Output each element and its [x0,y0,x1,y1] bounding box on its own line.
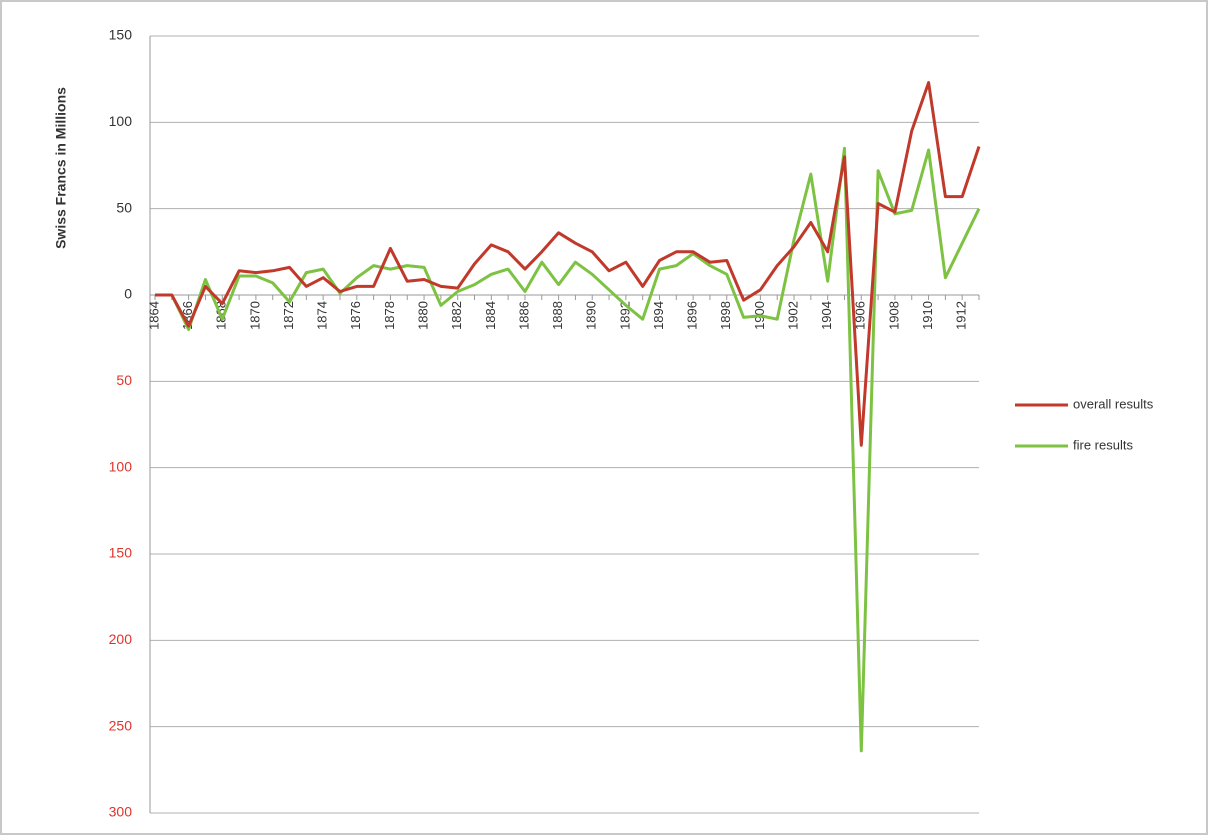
x-tick-label: 1876 [348,301,363,330]
x-tick-label: 1894 [651,301,666,330]
x-tick-label: 1890 [584,301,599,330]
y-tick-label: 50 [116,199,132,215]
series-line [155,81,981,447]
x-tick-label: 1878 [382,301,397,330]
x-tick-label: 1884 [483,301,498,330]
x-tick-label: 1886 [516,301,531,330]
x-tick-label: 1910 [920,301,935,330]
y-tick-label: 300 [109,804,133,820]
y-tick-label: 50 [116,372,132,388]
x-tick-label: 1888 [550,301,565,330]
x-tick-label: 1872 [281,301,296,330]
x-tick-label: 1882 [449,301,464,330]
legend-text: overall results [1073,396,1154,411]
legend-text: fire results [1073,437,1133,452]
x-tick-label: 1880 [415,301,430,330]
y-tick-label: 0 [124,286,132,302]
y-tick-label: 250 [109,717,133,733]
x-tick-label: 1904 [819,301,834,330]
y-tick-label: 100 [109,113,133,129]
x-tick-label: 1906 [853,301,868,330]
x-tick-label: 1896 [685,301,700,330]
x-tick-label: 1908 [886,301,901,330]
x-tick-label: 1874 [315,301,330,330]
y-tick-label: 200 [109,631,133,647]
y-tick-label: 100 [109,458,133,474]
x-tick-label: 1864 [146,301,161,330]
x-tick-label: 1898 [718,301,733,330]
y-axis-label: Swiss Francs in Millions [53,87,69,249]
x-tick-label: 1902 [785,301,800,330]
x-tick-label: 1912 [954,301,969,330]
y-tick-label: 150 [109,27,133,43]
x-tick-label: 1870 [247,301,262,330]
y-tick-label: 150 [109,545,133,561]
